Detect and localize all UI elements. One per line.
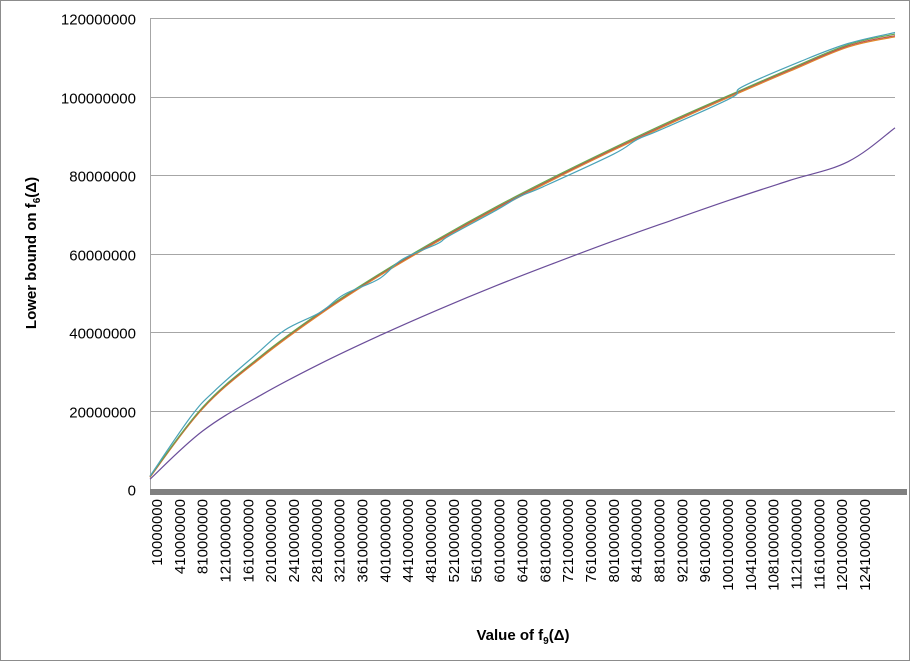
x-tick-label: 11210000000 <box>789 499 806 590</box>
x-tick-label: 5610000000 <box>469 499 486 582</box>
y-tick-label: 20000000 <box>69 405 136 422</box>
x-tick-label: 5210000000 <box>446 499 463 582</box>
x-tick-label: 10000000 <box>149 499 166 566</box>
x-tick-label: 6410000000 <box>514 499 531 582</box>
y-tick-labels: 0 20000000 40000000 60000000 80000000 1000000… <box>61 12 136 500</box>
x-tick-label: 1610000000 <box>240 499 257 582</box>
x-tick-label: 10010000000 <box>720 499 737 591</box>
x-tick-label: 12410000000 <box>857 499 874 591</box>
x-tick-label: 8410000000 <box>629 499 646 582</box>
x-tick-labels: 10000000 410000000 810000000 1210000000 1610… <box>149 499 874 591</box>
x-tick-label: 8810000000 <box>652 499 669 582</box>
y-tick-label: 80000000 <box>69 169 136 186</box>
x-tick-label: 10810000000 <box>766 499 783 591</box>
y-tick-label: 120000000 <box>61 12 136 29</box>
x-tick-label: 410000000 <box>172 499 189 574</box>
x-tick-label: 4410000000 <box>400 499 417 582</box>
x-tick-label: 6810000000 <box>537 499 554 582</box>
x-tick-label: 4010000000 <box>377 499 394 582</box>
x-tick-label: 11610000000 <box>811 499 828 590</box>
series-line-4 <box>149 31 896 477</box>
x-tick-label: 12010000000 <box>834 499 851 591</box>
y-tick-label: 100000000 <box>61 91 136 108</box>
grid-lines <box>150 18 907 495</box>
y-tick-label: 60000000 <box>69 248 136 265</box>
series-lines <box>149 31 896 480</box>
x-tick-label: 3210000000 <box>332 499 349 582</box>
x-tick-label: 6010000000 <box>492 499 509 582</box>
series-line-0 <box>149 127 896 480</box>
x-tick-label: 810000000 <box>195 499 212 574</box>
series-line-2 <box>149 35 896 478</box>
y-axis-label: Lower bound on f6(Δ) <box>23 177 43 329</box>
x-tick-label: 8010000000 <box>606 499 623 582</box>
x-axis-bar <box>150 489 907 495</box>
x-tick-label: 7610000000 <box>583 499 600 582</box>
x-tick-label: 2810000000 <box>309 499 326 582</box>
x-tick-label: 1210000000 <box>218 499 235 582</box>
y-tick-label: 40000000 <box>69 326 136 343</box>
x-tick-label: 9210000000 <box>674 499 691 582</box>
x-tick-label: 4810000000 <box>423 499 440 582</box>
x-tick-label: 3610000000 <box>355 499 372 582</box>
x-axis-label: Value of f9(Δ) <box>476 627 569 647</box>
x-tick-label: 7210000000 <box>560 499 577 582</box>
x-tick-label: 9610000000 <box>697 499 714 582</box>
x-tick-label: 10410000000 <box>743 499 760 591</box>
x-tick-label: 2410000000 <box>286 499 303 582</box>
y-tick-label: 0 <box>128 483 136 500</box>
x-tick-label: 2010000000 <box>263 499 280 582</box>
series-line-3 <box>149 33 896 477</box>
